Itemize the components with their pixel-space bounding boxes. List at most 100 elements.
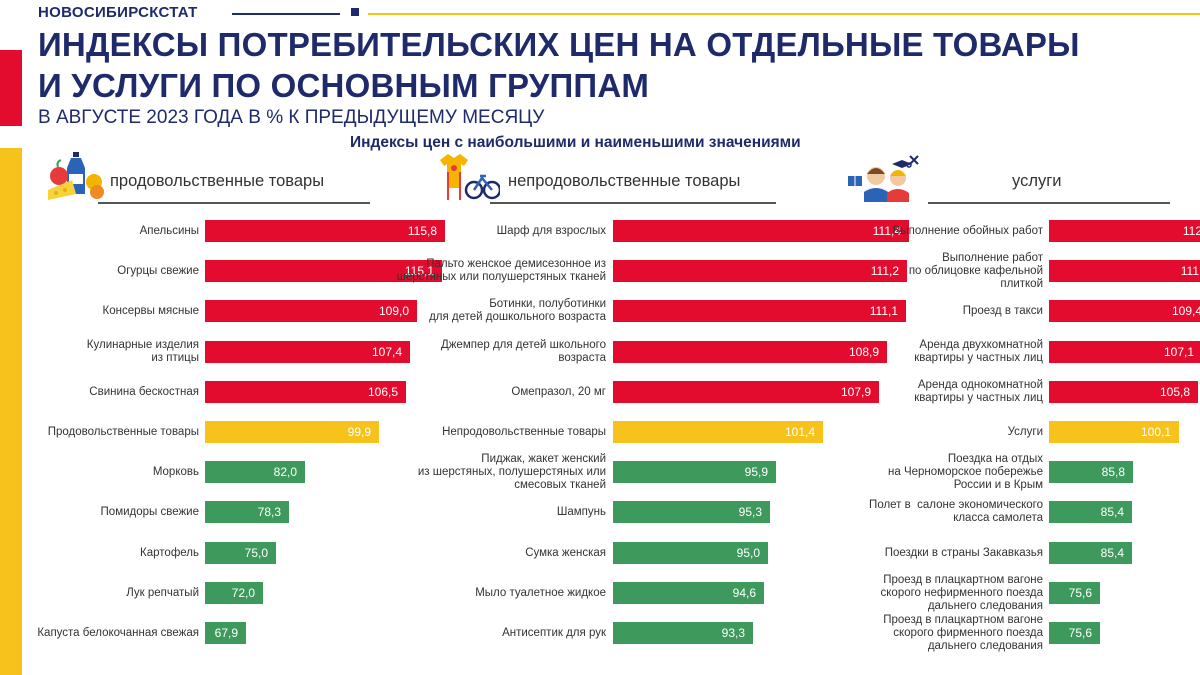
bar-average: 101,4 <box>613 421 823 443</box>
bar-high: 107,1 <box>1049 341 1200 363</box>
bar-value-label: 101,4 <box>784 425 815 439</box>
bar-high: 108,9 <box>613 341 887 363</box>
bar-value-label: 112,5 <box>1182 224 1200 238</box>
bar-label: Продовольственные товары <box>47 425 199 438</box>
bar-label: Ботинки, полуботинки для детей дошкольно… <box>429 298 606 323</box>
bar-label: Антисептик для рук <box>502 626 606 639</box>
food-icon <box>48 152 104 200</box>
bar-label: Шарф для взрослых <box>496 224 606 237</box>
bar-label: Капуста белокочанная свежая <box>37 626 199 639</box>
brand-divider <box>232 13 340 15</box>
panel-services-header: услуги <box>846 152 1170 204</box>
brand-accent-line <box>368 13 1200 15</box>
bar-low: 67,9 <box>205 622 246 644</box>
bar-average: 99,9 <box>205 421 379 443</box>
bar-value-label: 95,0 <box>736 546 760 560</box>
bar-low: 75,6 <box>1049 622 1100 644</box>
bar-value-label: 105,8 <box>1159 385 1190 399</box>
bar-high: 111,2 <box>613 260 907 282</box>
bar-low: 93,3 <box>613 622 753 644</box>
bar-low: 75,6 <box>1049 582 1100 604</box>
bar-label: Поездки в страны Закавказья <box>884 546 1043 559</box>
bar-label: Поездка на отдых на Черноморское побереж… <box>888 452 1043 491</box>
bar-low: 95,0 <box>613 542 768 564</box>
bar-value-label: 108,9 <box>848 345 879 359</box>
bar-value-label: 109,0 <box>378 304 409 318</box>
bar-low: 85,8 <box>1049 461 1133 483</box>
bar-high: 111,1 <box>613 300 906 322</box>
title-line-1: ИНДЕКСЫ ПОТРЕБИТЕЛЬСКИХ ЦЕН НА ОТДЕЛЬНЫЕ… <box>38 26 1080 63</box>
bar-low: 95,9 <box>613 461 776 483</box>
panel-goods-header: непродовольственные товары <box>436 152 776 204</box>
bar-label: Мыло туалетное жидкое <box>475 586 606 599</box>
bar-label: Морковь <box>152 465 199 478</box>
panel-food-title: продовольственные товары <box>110 172 325 190</box>
bar-value-label: 100,1 <box>1140 425 1171 439</box>
panel-food-header: продовольственные товары <box>46 152 370 204</box>
bar-low: 82,0 <box>205 461 305 483</box>
bar-label: Выполнение обойных работ <box>892 224 1043 237</box>
bar-value-label: 85,4 <box>1100 546 1124 560</box>
bar-value-label: 111,1 <box>869 304 898 318</box>
bar-label: Пальто женское демисезонное из шерстяных… <box>396 258 606 283</box>
panel-services-underline <box>928 202 1170 204</box>
bar-value-label: 67,9 <box>214 626 238 640</box>
bar-high: 107,9 <box>613 381 879 403</box>
bar-value-label: 95,9 <box>744 465 768 479</box>
bar-value-label: 115,1 <box>404 264 434 278</box>
bar-label: Помидоры свежие <box>100 505 199 518</box>
bar-value-label: 111,7 <box>1180 264 1200 278</box>
page-title: ИНДЕКСЫ ПОТРЕБИТЕЛЬСКИХ ЦЕН НА ОТДЕЛЬНЫЕ… <box>38 24 1080 106</box>
brand-name: НОВОСИБИРСКСТАТ <box>38 4 198 21</box>
bar-value-label: 106,5 <box>367 385 398 399</box>
bar-low: 95,3 <box>613 501 770 523</box>
bar-high: 115,1 <box>205 260 442 282</box>
bar-label: Огурцы свежие <box>117 264 199 277</box>
bar-high: 115,8 <box>205 220 445 242</box>
bar-label: Апельсины <box>139 224 199 237</box>
page-subtitle: В АВГУСТЕ 2023 ГОДА В % К ПРЕДЫДУЩЕМУ МЕ… <box>38 107 545 128</box>
bar-value-label: 72,0 <box>231 586 255 600</box>
bar-label: Проезд в плацкартном вагоне скорого фирм… <box>883 613 1043 652</box>
bar-value-label: 107,4 <box>371 345 402 359</box>
panel-goods-underline <box>490 202 776 204</box>
bar-high: 107,4 <box>205 341 410 363</box>
bar-low: 72,0 <box>205 582 263 604</box>
bar-label: Кулинарные изделия из птицы <box>86 339 199 364</box>
bar-label: Лук репчатый <box>126 586 199 599</box>
bar-value-label: 85,4 <box>1100 505 1124 519</box>
bar-label: Непродовольственные товары <box>442 425 606 438</box>
bar-label: Выполнение работ по облицовке кафельной … <box>908 251 1043 290</box>
bar-label: Сумка женская <box>525 546 606 559</box>
bar-value-label: 75,6 <box>1068 626 1092 640</box>
bar-value-label: 95,3 <box>738 505 762 519</box>
gold-accent-strip <box>0 148 22 675</box>
bar-label: Аренда двухкомнатной квартиры у частных … <box>914 339 1043 364</box>
bar-label: Аренда однокомнатной квартиры у частных … <box>914 379 1043 404</box>
bar-value-label: 94,6 <box>732 586 756 600</box>
goods-icon <box>440 154 500 200</box>
bar-value-label: 107,9 <box>840 385 871 399</box>
bar-label: Проезд в плацкартном вагоне скорого нефи… <box>880 573 1043 612</box>
bar-value-label: 111,2 <box>870 264 899 278</box>
bar-low: 85,4 <box>1049 542 1132 564</box>
bar-value-label: 75,0 <box>244 546 268 560</box>
bar-value-label: 99,9 <box>347 425 371 439</box>
bar-value-label: 85,8 <box>1101 465 1125 479</box>
bar-label: Свинина бескостная <box>89 385 199 398</box>
bar-label: Шампунь <box>556 505 606 518</box>
bar-high: 111,4 <box>613 220 909 242</box>
bar-value-label: 78,3 <box>257 505 281 519</box>
red-accent-strip <box>0 50 22 126</box>
bar-low: 94,6 <box>613 582 764 604</box>
brand-square <box>351 8 359 16</box>
bar-label: Полет в салоне экономического класса сам… <box>869 499 1043 524</box>
title-line-2: И УСЛУГИ ПО ОСНОВНЫМ ГРУППАМ <box>38 67 650 104</box>
bar-value-label: 82,0 <box>273 465 297 479</box>
bar-value-label: 111,4 <box>872 224 901 238</box>
bar-value-label: 115,8 <box>407 224 437 238</box>
panel-goods-title: непродовольственные товары <box>508 172 741 190</box>
bar-value-label: 109,4 <box>1171 304 1200 318</box>
bar-high: 109,4 <box>1049 300 1200 322</box>
bar-average: 100,1 <box>1049 421 1179 443</box>
